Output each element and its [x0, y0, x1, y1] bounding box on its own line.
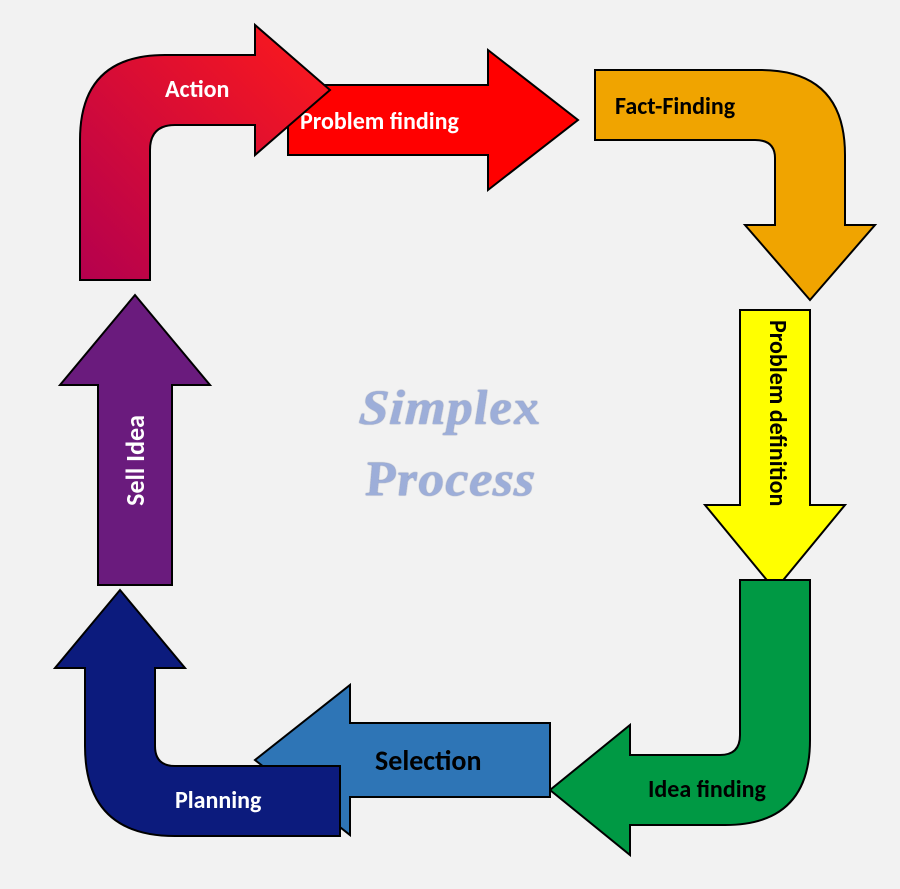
- arrow-problem-finding: [288, 50, 578, 190]
- arrow-idea-finding: [550, 580, 810, 825]
- arrow-fact-finding: [595, 70, 845, 300]
- center-title-line1: Simplex: [357, 383, 543, 435]
- arrow-planning: [55, 590, 310, 838]
- center-title: Simplex Process: [360, 381, 540, 508]
- simplex-process-diagram: Simplex Process Problem finding Fact-Fin…: [0, 0, 900, 889]
- center-title-line2: Process: [357, 454, 543, 506]
- arrow-action: [80, 55, 330, 280]
- arrow-sell-idea: [60, 295, 210, 585]
- arrow-problem-definition: [705, 310, 845, 590]
